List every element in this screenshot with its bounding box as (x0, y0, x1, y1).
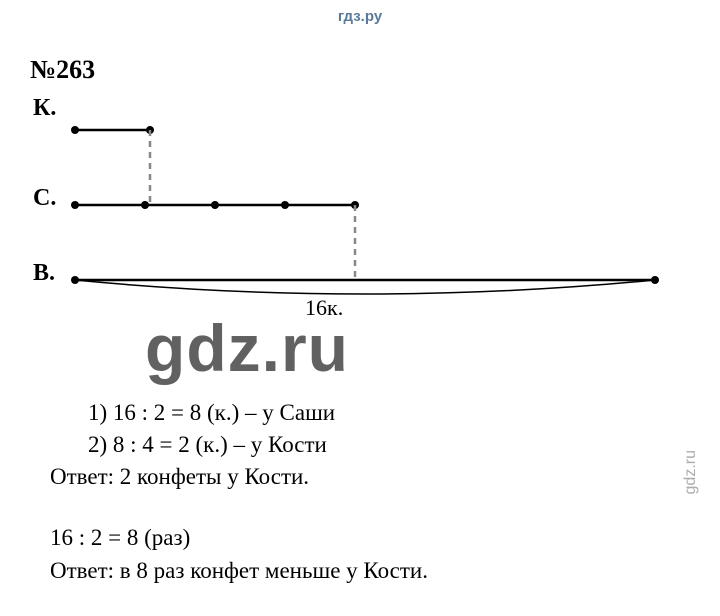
solution-step-3: 16 : 2 = 8 (раз) (50, 525, 190, 551)
bar-diagram (60, 90, 680, 310)
solution-step-2: 2) 8 : 4 = 2 (к.) – у Кости (88, 432, 327, 458)
watermark-side: gdz.ru (682, 450, 700, 494)
diagram-label-v: В. (33, 260, 55, 287)
problem-number: №263 (30, 55, 95, 85)
solution-answer-1: Ответ: 2 конфеты у Кости. (50, 464, 309, 490)
diagram-label-c: С. (33, 185, 56, 212)
solution-step-1: 1) 16 : 2 = 8 (к.) – у Саши (88, 400, 335, 426)
watermark-main: gdz.ru (145, 310, 349, 386)
solution-answer-2: Ответ: в 8 раз конфет меньше у Кости. (50, 558, 428, 584)
diagram-label-k: К. (33, 95, 56, 122)
site-header-label: гдз.ру (338, 8, 382, 25)
